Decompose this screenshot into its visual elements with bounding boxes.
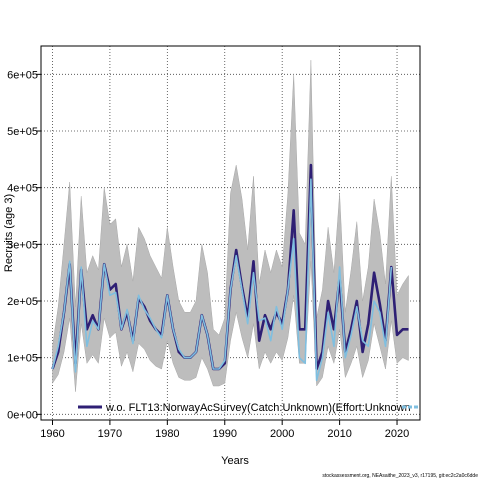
x-tick-label: 2000	[270, 428, 294, 440]
x-tick-label: 1960	[40, 428, 64, 440]
legend-label: w.o. FLT13:NorwayAcSurvey(Catch:Unknown)…	[105, 402, 411, 414]
y-axis-title: Recruits (age 3)	[3, 194, 15, 272]
series-line-light	[51, 178, 393, 382]
y-tick-label: 3e+05	[7, 239, 38, 251]
x-tick-label: 1980	[155, 428, 179, 440]
y-tick-label: 1e+05	[7, 353, 38, 365]
x-tick-label: 1970	[98, 428, 122, 440]
x-axis: 1960 1970 1980 1990 2000 2010 2020	[40, 420, 409, 440]
y-tick-label: 5e+05	[7, 126, 38, 138]
y-tick-label: 2e+05	[7, 296, 38, 308]
x-tick-label: 2010	[327, 428, 351, 440]
y-axis: 0e+00 1e+05 2e+05 3e+05 4e+05 5e+05 6e+05	[7, 69, 41, 421]
y-tick-label: 0e+00	[7, 409, 38, 421]
x-tick-label: 2020	[385, 428, 409, 440]
footer-credit: stockassessment.org, NEAsaithe_2023_v3, …	[322, 473, 478, 479]
y-tick-label: 4e+05	[7, 183, 38, 195]
confidence-band	[52, 60, 409, 392]
x-tick-label: 1990	[213, 428, 237, 440]
legend: w.o. FLT13:NorwayAcSurvey(Catch:Unknown)…	[78, 402, 420, 414]
y-tick-label: 6e+05	[7, 69, 38, 81]
series-lines	[51, 163, 409, 382]
band-area	[52, 60, 409, 392]
plot-frame	[40, 45, 421, 421]
x-axis-title: Years	[221, 455, 249, 467]
